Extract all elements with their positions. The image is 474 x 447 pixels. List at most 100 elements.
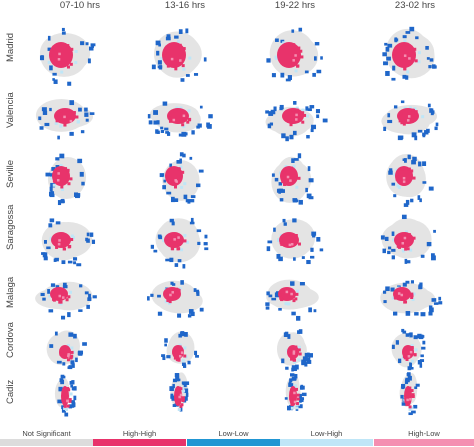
low-high-cell [295,406,299,410]
low-low-cell [50,182,55,187]
low-low-cell [289,405,294,409]
low-low-cell [193,288,197,292]
low-low-cell [59,153,65,159]
low-low-cell [392,65,396,71]
low-low-cell [73,333,77,339]
high-high-cell [404,400,408,404]
low-low-cell [181,131,187,137]
high-high-cell [183,354,187,358]
low-low-cell [306,193,312,199]
low-high-cell [412,292,416,296]
low-low-cell [291,365,297,368]
high-high-cell [166,172,170,176]
low-high-cell [411,297,415,301]
low-low-cell [61,260,66,265]
low-low-cell [428,311,433,316]
high-low-cell [407,355,411,358]
low-high-cell [49,237,53,241]
low-high-cell [162,239,166,243]
low-low-cell [147,114,151,119]
low-low-cell [70,405,75,408]
map-seville-19-22 hrs [271,153,314,205]
low-low-cell [179,407,183,412]
low-high-cell [294,69,298,73]
low-low-cell [415,36,419,40]
low-low-cell [190,199,195,203]
high-high-cell [290,357,294,361]
low-low-cell [203,57,207,62]
low-low-cell [405,75,409,80]
high-high-cell [398,119,402,123]
low-low-cell [402,282,407,287]
low-low-cell [73,257,78,261]
high-high-cell [60,185,64,189]
high-low-cell [169,293,172,297]
low-low-cell [386,56,391,61]
low-low-cell [62,285,68,289]
high-high-cell [294,345,298,349]
low-low-cell [438,301,443,305]
low-low-cell [308,353,313,358]
high-high-cell [179,404,183,408]
low-high-cell [69,392,73,396]
low-low-cell [147,296,150,301]
low-low-cell [434,126,438,131]
low-high-cell [410,359,414,363]
high-low-cell [409,398,412,401]
high-high-cell [186,120,190,124]
low-low-cell [430,253,435,256]
low-low-cell [179,152,184,157]
low-low-cell [75,195,80,199]
low-low-cell [433,302,439,305]
low-low-cell [417,333,422,339]
map-seville-13-16 hrs [159,152,204,204]
low-low-cell [78,107,82,112]
low-low-cell [407,154,411,160]
low-low-cell [297,404,303,409]
low-low-cell [306,135,310,139]
high-high-cell [165,177,169,181]
low-low-cell [204,247,209,251]
low-low-cell [69,131,74,136]
low-low-cell [294,374,298,379]
high-high-cell [283,168,287,172]
low-low-cell [307,357,311,362]
low-high-cell [63,407,67,411]
low-low-cell [307,166,311,172]
low-low-cell [271,297,277,301]
high-high-cell [175,358,179,362]
low-high-cell [180,248,184,252]
header-19-22: 19-22 hrs [274,0,316,11]
low-low-cell [47,35,51,41]
high-high-cell [301,111,305,115]
low-low-cell [418,161,422,167]
high-high-cell [298,352,302,356]
low-high-cell [70,234,74,238]
low-low-cell [88,46,94,51]
low-low-cell [158,43,161,47]
low-low-cell [420,254,425,258]
high-high-cell [394,296,398,300]
low-low-cell [385,70,390,76]
high-low-cell [285,290,289,294]
low-low-cell [407,366,412,371]
low-high-cell [393,173,397,177]
low-low-cell [407,375,412,381]
low-low-cell [405,311,411,316]
high-high-cell [303,113,307,117]
low-low-cell [48,223,53,228]
low-low-cell [385,46,390,52]
low-high-cell [397,185,401,189]
low-low-cell [401,384,405,390]
low-low-cell [382,248,386,254]
low-low-cell [171,397,176,401]
high-high-cell [410,296,414,300]
high-high-cell [166,299,170,303]
low-high-cell [182,67,186,71]
low-low-cell [383,300,387,304]
low-low-cell [60,198,65,204]
low-high-cell [179,165,183,169]
low-low-cell [203,242,208,246]
low-low-cell [67,81,72,86]
